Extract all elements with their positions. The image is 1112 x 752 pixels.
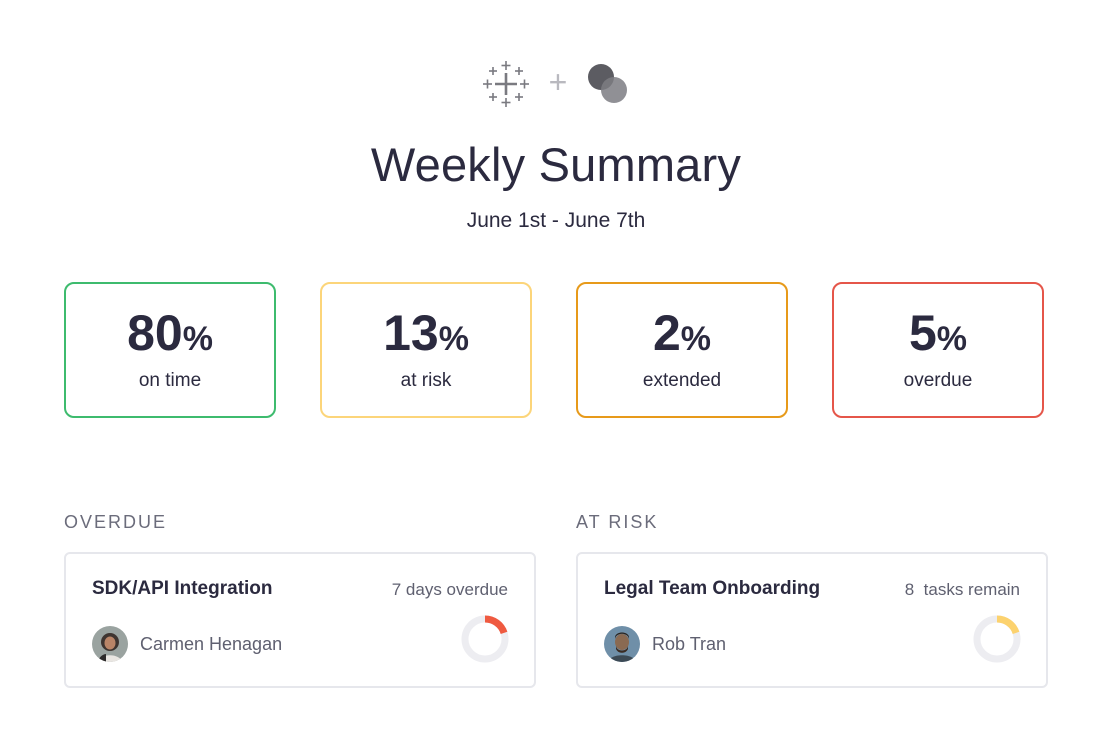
stat-label: overdue xyxy=(834,370,1042,392)
stat-label: on time xyxy=(66,370,274,392)
stat-number: 80 xyxy=(127,305,183,361)
assignee-name: Rob Tran xyxy=(652,634,726,655)
stat-card-extended[interactable]: 2% extended xyxy=(576,282,788,418)
avatar xyxy=(604,626,640,662)
assignee-name: Carmen Henagan xyxy=(140,634,282,655)
assignee: Carmen Henagan xyxy=(92,626,282,662)
stat-unit: % xyxy=(681,320,711,358)
date-range: June 1st - June 7th xyxy=(0,209,1112,233)
stat-number: 5 xyxy=(909,305,937,361)
progress-donut xyxy=(972,614,1022,664)
stat-unit: % xyxy=(183,320,213,358)
stat-unit: % xyxy=(439,320,469,358)
stat-number: 13 xyxy=(383,305,439,361)
task-status: 8 tasks remain xyxy=(905,580,1020,600)
progress-donut xyxy=(460,614,510,664)
stats-row: 80% on time 13% at risk 2% extended 5% o… xyxy=(64,282,1048,422)
stat-label: at risk xyxy=(322,370,530,392)
task-card-at-risk[interactable]: Legal Team Onboarding 8 tasks remain Rob… xyxy=(576,552,1048,688)
logo-row: + xyxy=(0,56,1112,112)
avatar xyxy=(92,626,128,662)
stat-card-overdue[interactable]: 5% overdue xyxy=(832,282,1044,418)
tableau-cross-icon xyxy=(481,59,531,109)
stat-label: extended xyxy=(578,370,786,392)
stat-value: 13% xyxy=(322,306,530,361)
stat-number: 2 xyxy=(653,305,681,361)
section-heading-overdue: OVERDUE xyxy=(64,512,167,533)
stat-value: 80% xyxy=(66,306,274,361)
page-title: Weekly Summary xyxy=(0,137,1112,192)
stat-value: 5% xyxy=(834,306,1042,361)
stat-card-at-risk[interactable]: 13% at risk xyxy=(320,282,532,418)
assignee: Rob Tran xyxy=(604,626,726,662)
section-heading-at-risk: AT RISK xyxy=(576,512,658,533)
stat-card-on-time[interactable]: 80% on time xyxy=(64,282,276,418)
task-status: 7 days overdue xyxy=(392,580,508,600)
stat-unit: % xyxy=(937,320,967,358)
task-title: Legal Team Onboarding xyxy=(604,578,820,600)
stat-value: 2% xyxy=(578,306,786,361)
task-card-overdue[interactable]: SDK/API Integration 7 days overdue Carme… xyxy=(64,552,536,688)
overlapping-circles-icon xyxy=(585,61,631,107)
plus-icon: + xyxy=(549,66,568,98)
task-title: SDK/API Integration xyxy=(92,578,273,600)
